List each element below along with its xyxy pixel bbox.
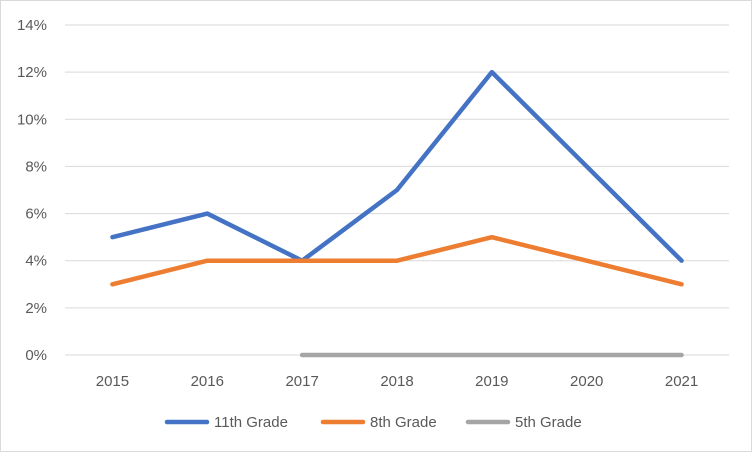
y-tick-label: 8%: [25, 158, 47, 175]
x-tick-label: 2020: [570, 373, 603, 390]
y-tick-label: 14%: [17, 17, 47, 34]
y-tick-label: 4%: [25, 253, 47, 270]
y-tick-label: 10%: [17, 111, 47, 128]
x-tick-label: 2017: [285, 373, 318, 390]
legend-label: 8th Grade: [370, 414, 437, 431]
series-lines: [110, 69, 684, 358]
x-tick-label: 2019: [475, 373, 508, 390]
x-tick-label: 2016: [191, 373, 224, 390]
y-tick-label: 0%: [25, 347, 47, 364]
legend-label: 11th Grade: [214, 414, 288, 431]
y-tick-label: 6%: [25, 206, 47, 223]
legend: 11th Grade 8th Grade 5th Grade: [164, 414, 582, 431]
y-tick-label: 12%: [17, 64, 47, 81]
series-line-11th-grade: [110, 69, 684, 263]
legend-label: 5th Grade: [515, 414, 582, 431]
x-tick-label: 2021: [665, 373, 698, 390]
x-tick-label: 2018: [380, 373, 413, 390]
series-line-8th-grade: [110, 234, 684, 287]
x-tick-label: 2015: [96, 373, 129, 390]
x-axis-ticks: 2015 2016 2017 2018 2019 2020 2021: [96, 373, 699, 390]
y-axis-ticks: 0% 2% 4% 6% 8% 10% 12% 14%: [17, 17, 47, 364]
y-tick-label: 2%: [25, 300, 47, 317]
